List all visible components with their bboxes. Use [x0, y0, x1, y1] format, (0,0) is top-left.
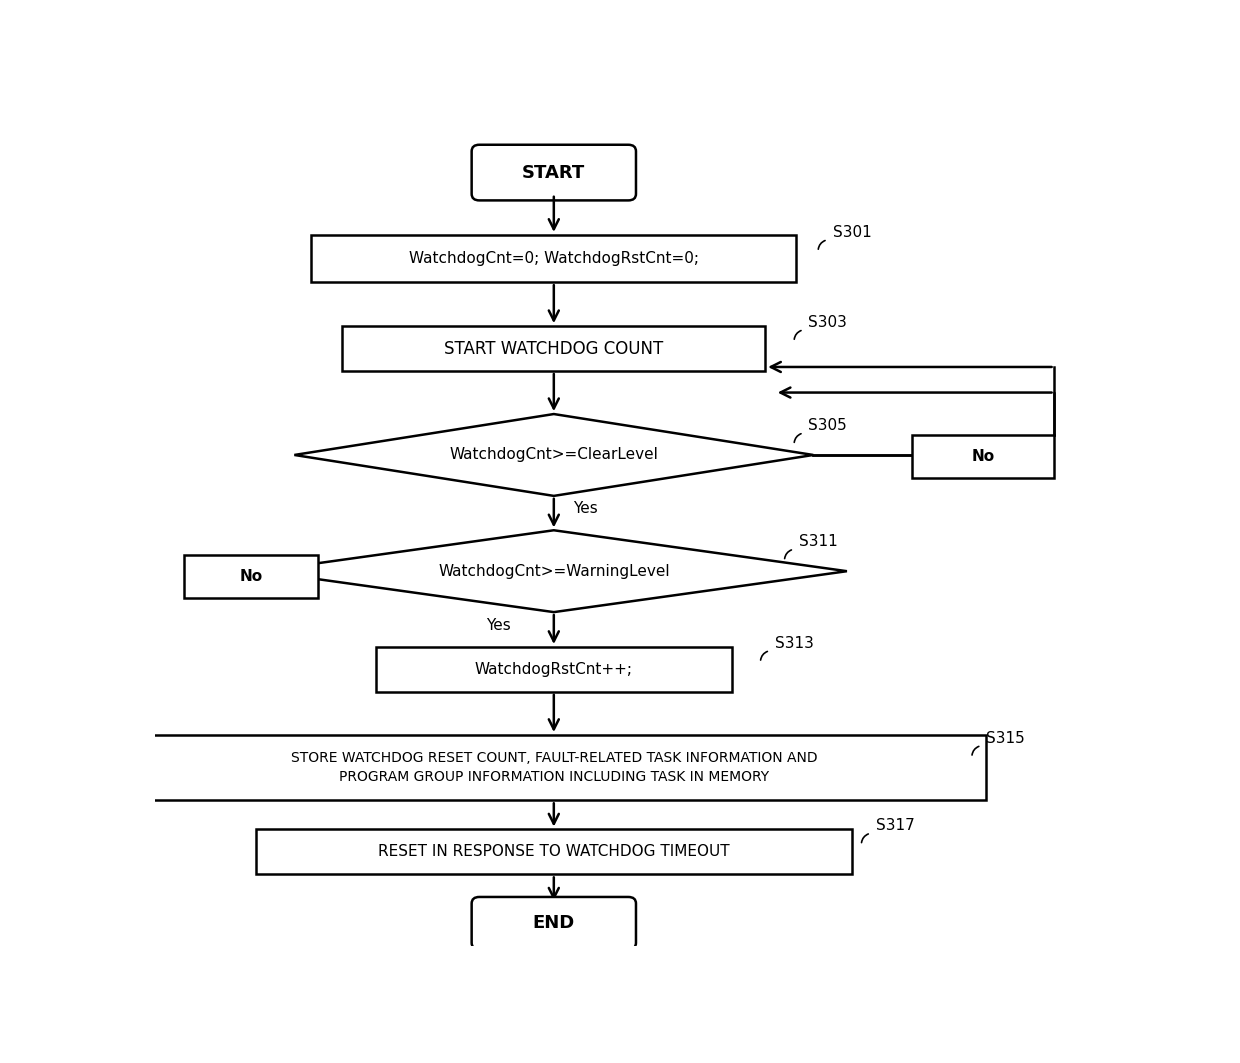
Polygon shape: [260, 530, 847, 612]
Bar: [122, 735, 986, 800]
Text: START: START: [522, 164, 585, 182]
Bar: [376, 647, 732, 692]
Text: Yes: Yes: [573, 502, 598, 517]
Bar: [184, 555, 319, 598]
Text: WatchdogCnt>=WarningLevel: WatchdogCnt>=WarningLevel: [438, 563, 670, 578]
Text: S303: S303: [808, 315, 847, 330]
FancyBboxPatch shape: [471, 897, 636, 949]
Bar: [913, 435, 1054, 478]
Text: S301: S301: [832, 224, 872, 239]
Text: WatchdogCnt=0; WatchdogRstCnt=0;: WatchdogCnt=0; WatchdogRstCnt=0;: [409, 251, 699, 266]
Bar: [311, 235, 796, 283]
Text: S305: S305: [808, 418, 847, 433]
Bar: [342, 326, 765, 371]
FancyBboxPatch shape: [471, 145, 636, 201]
Text: No: No: [239, 569, 263, 584]
Text: No: No: [972, 449, 994, 463]
Polygon shape: [294, 414, 813, 495]
Text: WatchdogRstCnt++;: WatchdogRstCnt++;: [475, 662, 632, 677]
Text: S311: S311: [799, 534, 838, 550]
Text: STORE WATCHDOG RESET COUNT, FAULT-RELATED TASK INFORMATION AND
PROGRAM GROUP INF: STORE WATCHDOG RESET COUNT, FAULT-RELATE…: [290, 750, 817, 784]
Text: WatchdogCnt>=ClearLevel: WatchdogCnt>=ClearLevel: [449, 448, 658, 462]
Text: RESET IN RESPONSE TO WATCHDOG TIMEOUT: RESET IN RESPONSE TO WATCHDOG TIMEOUT: [378, 844, 729, 860]
Text: END: END: [533, 914, 575, 932]
Text: S317: S317: [875, 819, 915, 833]
Text: START WATCHDOG COUNT: START WATCHDOG COUNT: [444, 339, 663, 357]
Text: Yes: Yes: [486, 618, 511, 632]
Bar: [255, 829, 852, 875]
Text: S313: S313: [775, 636, 813, 651]
Text: S315: S315: [986, 730, 1025, 745]
